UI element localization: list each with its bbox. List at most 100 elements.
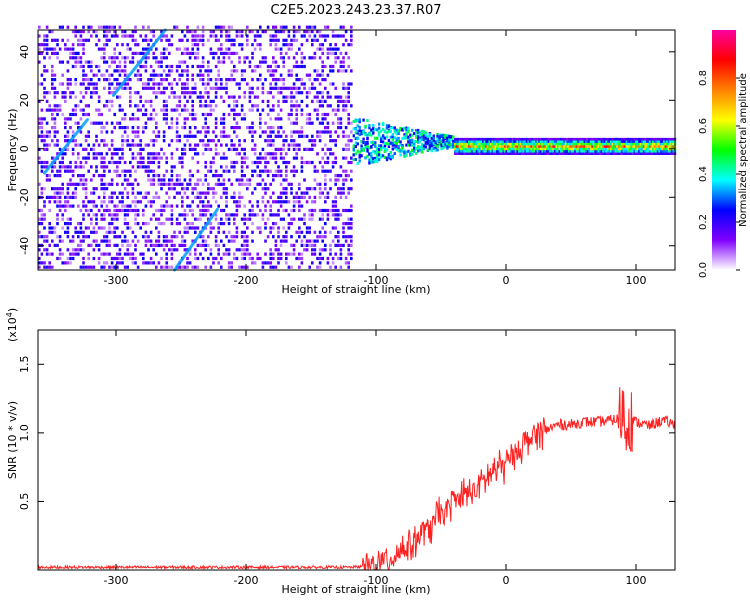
spectrogram-cell xyxy=(345,174,348,177)
spectrogram-cell xyxy=(207,257,210,260)
bottom-x-axis-label: Height of straight line (km) xyxy=(281,583,430,596)
spectrogram-cell xyxy=(314,69,317,72)
spectrogram-cell xyxy=(342,183,345,186)
spectrogram-cell xyxy=(158,61,161,64)
spectrogram-cell xyxy=(67,82,70,85)
spectrogram-cell xyxy=(168,96,171,99)
spectrogram-cell xyxy=(189,226,192,229)
spectrogram-cell xyxy=(43,200,46,203)
spectrogram-cell xyxy=(178,74,181,77)
spectrogram-cell xyxy=(280,183,283,186)
spectrogram-cell xyxy=(69,178,72,181)
spectrogram-cell xyxy=(137,78,140,81)
spectrogram-cell xyxy=(345,87,348,90)
spectrogram-cell xyxy=(308,240,311,243)
spectrogram-cell xyxy=(116,209,119,212)
spectrogram-cell xyxy=(129,34,132,37)
spectrogram-cell xyxy=(59,240,62,243)
spectrogram-cell xyxy=(194,144,197,147)
spectrogram-cell xyxy=(77,165,80,168)
spectrogram-cell xyxy=(251,161,254,164)
spectrogram-cell xyxy=(362,149,364,152)
spectrogram-cell xyxy=(290,39,293,42)
spectrogram-cell xyxy=(264,192,267,195)
spectrogram-cell xyxy=(251,56,254,59)
spectrogram-cell xyxy=(168,82,171,85)
spectrogram-cell xyxy=(176,183,179,186)
spectrogram-cell xyxy=(204,165,207,168)
spectrogram-cell xyxy=(319,43,322,46)
spectrogram-cell xyxy=(61,187,64,190)
spectrogram-cell xyxy=(293,96,296,99)
spectrogram-cell xyxy=(303,248,306,251)
spectrogram-cell xyxy=(98,96,101,99)
spectrogram-cell xyxy=(191,209,194,212)
spectrogram-cell xyxy=(46,196,49,199)
spectrogram-cell xyxy=(202,43,205,46)
spectrogram-cell xyxy=(314,253,317,256)
spectrogram-cell xyxy=(350,253,353,256)
spectrogram-cell xyxy=(275,39,278,42)
spectrogram-cell xyxy=(100,122,103,125)
spectrogram-cell xyxy=(220,222,223,225)
spectrogram-cell xyxy=(269,248,272,251)
spectrogram-cell xyxy=(103,266,106,269)
spectrogram-cell xyxy=(113,78,116,81)
spectrogram-cell xyxy=(334,48,337,51)
spectrogram-cell xyxy=(150,87,153,90)
spectrogram-cell xyxy=(217,226,220,229)
spectrogram-cell xyxy=(186,39,189,42)
spectrogram-cell xyxy=(82,218,85,221)
spectrogram-cell xyxy=(314,144,317,147)
spectrogram-cell xyxy=(189,113,192,116)
spectrogram-cell xyxy=(100,56,103,59)
spectrogram-cell xyxy=(285,100,288,103)
spectrogram-cell xyxy=(251,257,254,260)
spectrogram-cell xyxy=(139,148,142,151)
spectrogram-cell xyxy=(152,152,155,155)
spectrogram-cell xyxy=(46,43,49,46)
spectrogram-cell xyxy=(93,174,96,177)
spectrogram-cell xyxy=(61,213,64,216)
spectrogram-cell xyxy=(256,78,259,81)
spectrogram-cell xyxy=(303,192,306,195)
spectrogram-cell xyxy=(116,174,119,177)
spectrogram-cell xyxy=(207,130,210,133)
spectrogram-cell xyxy=(290,218,293,221)
spectrogram-cell xyxy=(269,226,272,229)
spectrogram-cell xyxy=(204,113,207,116)
spectrogram-cell xyxy=(347,248,350,251)
spectrogram-cell xyxy=(85,209,88,212)
spectrogram-cell xyxy=(197,130,200,133)
spectrogram-cell xyxy=(152,130,155,133)
spectrogram-cell xyxy=(319,122,322,125)
spectrogram-cell xyxy=(256,87,259,90)
spectrogram-cell xyxy=(311,26,314,29)
spectrogram-cell xyxy=(288,87,291,90)
spectrogram-cell xyxy=(311,56,314,59)
spectrogram-cell xyxy=(67,61,70,64)
spectrogram-cell xyxy=(145,109,148,112)
spectrogram-cell xyxy=(181,157,184,160)
spectrogram-cell xyxy=(116,152,119,155)
spectrogram-cell xyxy=(158,222,161,225)
spectrogram-cell xyxy=(332,226,335,229)
spectrogram-cell xyxy=(61,26,64,29)
spectrogram-cell xyxy=(272,61,275,64)
spectrogram-cell xyxy=(186,266,189,269)
spectrogram-cell xyxy=(241,165,244,168)
spectrogram-cell xyxy=(223,192,226,195)
spectrogram-cell xyxy=(308,113,311,116)
spectrogram-cell xyxy=(56,218,59,221)
spectrogram-cell xyxy=(129,205,132,208)
spectrogram-cell xyxy=(59,104,62,107)
spectrogram-cell xyxy=(324,117,327,120)
spectrogram-cell xyxy=(288,222,291,225)
spectrogram-cell xyxy=(347,244,350,247)
spectrogram-cell xyxy=(191,48,194,51)
spectrogram-cell xyxy=(298,231,301,234)
spectrogram-cell xyxy=(238,192,241,195)
spectrogram-cell xyxy=(152,244,155,247)
spectrogram-cell xyxy=(236,200,239,203)
spectrogram-cell xyxy=(64,209,67,212)
